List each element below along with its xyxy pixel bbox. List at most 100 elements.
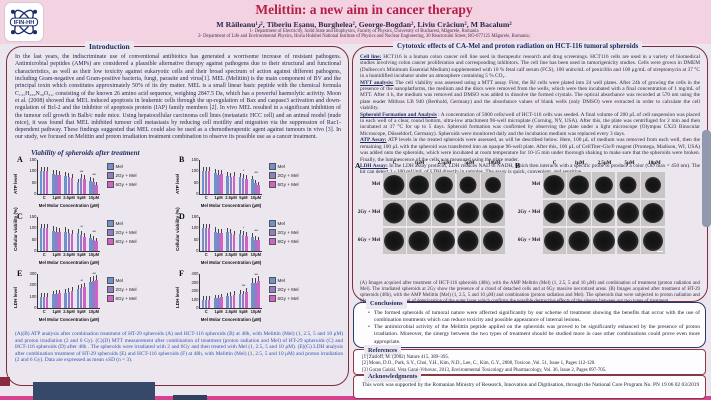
affiliation-1: 1- Department of Electricity, Solid Stat… xyxy=(249,28,479,34)
error-bar xyxy=(43,166,45,172)
column-header: 5μM xyxy=(464,161,475,166)
error-bar xyxy=(245,288,247,293)
legend-label: 2Gy + Mel xyxy=(277,229,299,235)
y-tick: 150 xyxy=(191,157,199,162)
error-bar xyxy=(255,277,256,283)
error-bar xyxy=(96,274,98,280)
column-header: 5μM xyxy=(624,161,635,166)
plot-area: 0 50 100 150 C 1μM 2.5μM 5μM * 10μM *** xyxy=(192,214,262,257)
error-bar xyxy=(218,228,219,233)
y-tick: 0 xyxy=(196,191,199,196)
legend-item: 2Gy + Mel xyxy=(107,172,137,179)
bar xyxy=(229,295,233,308)
method-lead: MTT analysis: xyxy=(360,79,394,86)
legend-item: 6Gy + Mel xyxy=(269,295,299,302)
x-tick: C xyxy=(204,309,208,314)
chart-legend: Mel 2Gy + Mel 6Gy + Mel xyxy=(107,220,137,247)
spheroid xyxy=(569,175,590,195)
legend-swatch xyxy=(269,163,276,170)
bar xyxy=(55,293,58,308)
error-bar xyxy=(221,293,222,297)
bar xyxy=(79,234,83,251)
x-tick: 1μM xyxy=(52,309,61,314)
conclusions-heading: Conclusions xyxy=(366,298,407,309)
x-tick: 2.5μM xyxy=(225,252,237,257)
chart-letter: A xyxy=(17,155,23,164)
spheroid xyxy=(482,202,504,223)
chart-letter: C xyxy=(17,212,23,221)
bar xyxy=(79,288,83,308)
x-axis-label: Mel Molar Concentration (μM) xyxy=(38,260,100,265)
cytotoxic-heading: Cytotoxic effects of CA-Mel and proton r… xyxy=(393,41,643,52)
error-bar xyxy=(77,285,79,290)
error-bar xyxy=(71,286,73,291)
spheroid-image xyxy=(407,199,431,227)
bar xyxy=(83,178,86,194)
conclusion-bullet: The antimicrobial activity of the Melitt… xyxy=(368,324,700,345)
x-tick: 10μM xyxy=(250,252,262,257)
x-tick: C xyxy=(42,252,46,257)
row-label: 6Gy + Mel xyxy=(357,237,380,243)
y-tick: 50 xyxy=(31,236,37,242)
significance-marker: *** xyxy=(254,272,258,278)
y-tick: 100 xyxy=(191,168,199,174)
spheroid xyxy=(485,176,502,193)
legend-swatch xyxy=(269,181,276,188)
bar xyxy=(89,237,92,251)
bottom-photo-fragment-2 xyxy=(173,395,207,400)
error-bar xyxy=(68,288,70,293)
bar xyxy=(89,180,92,194)
error-bar xyxy=(245,174,247,179)
legend-swatch xyxy=(107,229,114,236)
legend-swatch xyxy=(107,163,114,170)
bar xyxy=(257,240,260,251)
error-bar xyxy=(83,282,85,288)
bar xyxy=(204,171,208,194)
error-bar xyxy=(230,229,232,234)
legend-swatch xyxy=(269,277,276,284)
scrollbar-thumb[interactable] xyxy=(702,130,711,227)
error-bar xyxy=(233,230,235,235)
spheroid-image xyxy=(456,199,481,227)
legend-swatch xyxy=(107,181,114,188)
error-bar xyxy=(208,166,210,172)
ifin-hh-logo: IFIN-HH xyxy=(4,2,44,42)
x-tick: 10μM xyxy=(250,309,262,314)
charts-caption: (A)(B) ATP analysis after combination tr… xyxy=(15,331,343,364)
error-bar xyxy=(208,223,210,229)
spheroid-image xyxy=(456,171,481,199)
error-bar xyxy=(218,170,219,175)
bar xyxy=(76,182,80,194)
spheroid xyxy=(568,230,590,251)
spheroid xyxy=(643,230,664,251)
error-bar xyxy=(245,231,247,236)
reference-item: [1] Zasloff, M. (2002) Nature 415, 389–3… xyxy=(362,355,450,360)
x-tick: C xyxy=(204,252,208,257)
error-bar xyxy=(59,228,60,233)
bar xyxy=(64,176,67,194)
bar xyxy=(207,299,211,308)
error-bar xyxy=(93,178,94,182)
authors-line: M Răileanu¹٫², Tiberiu Eşanu, Burghelea²… xyxy=(216,19,512,29)
references-heading: References xyxy=(364,345,402,356)
spheroid-image xyxy=(407,227,431,255)
method-paragraph: Spheroid Formation and Analysis : A conc… xyxy=(360,111,700,137)
reference-item: [3] Goran Gajski, Vera Garaj-Vrhovac, 20… xyxy=(362,367,607,373)
bar xyxy=(83,236,86,251)
bar xyxy=(201,228,205,251)
error-bar xyxy=(90,234,91,238)
legend-item: Mel xyxy=(269,277,299,284)
acknowledgments-heading: Acknowledgments xyxy=(364,371,422,382)
legend-swatch xyxy=(107,277,114,284)
error-bar xyxy=(93,236,94,240)
error-bar xyxy=(56,290,57,294)
y-tick: 150 xyxy=(29,157,37,162)
x-tick: 5μM xyxy=(239,309,248,314)
header-text: Melittin: a new aim in cancer therapy M … xyxy=(44,2,684,40)
legend-label: 6Gy + Mel xyxy=(277,238,299,244)
plot-area: 0 50 100 150 C 1μM 2.5μM 5μM *** 10μM *** xyxy=(30,157,100,200)
bar xyxy=(95,240,98,251)
error-bar xyxy=(202,166,204,172)
significance-marker: *** xyxy=(92,228,96,234)
spheroid-image xyxy=(382,227,407,255)
